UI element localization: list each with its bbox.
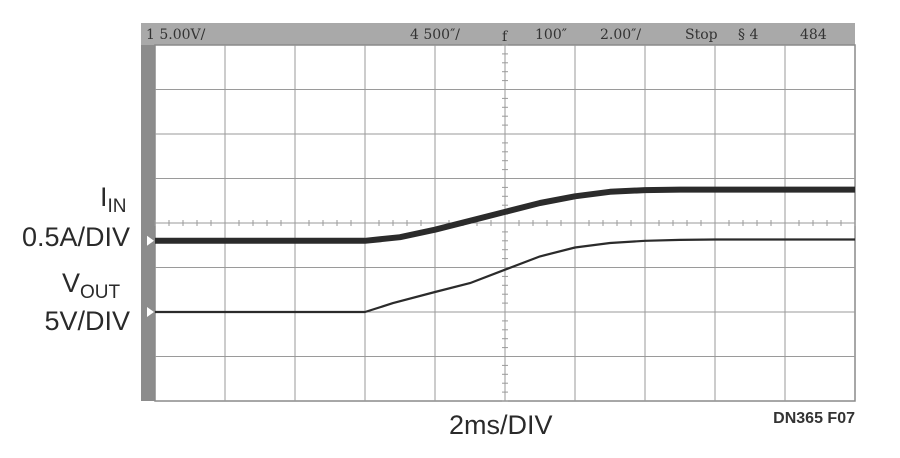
vout-label-subscript: OUT [80,282,121,303]
iin-label-main: I [100,182,108,212]
trigger-position-icon: f [502,29,509,45]
timebase-readout: 2.00″/ [600,27,641,43]
iin-scale-label: 0.5A/DIV [21,222,130,252]
ch1-scale-readout: 1 5.00V/ [146,27,206,43]
vout-channel-label: VOUT [62,268,120,308]
vout-scale-label: 5V/DIV [44,306,130,336]
run-state-readout: Stop [685,27,718,43]
ground-marker-icon [147,307,154,317]
iin-channel-label: IIN [100,182,127,222]
status-bar-readouts: 1 5.00V/ 4 500″/ f 100″ 2.00″/ Stop § 4 … [146,27,827,45]
time-scale-label: 2ms/DIV [449,410,553,440]
ch4-scale-readout: 4 500″/ [410,27,460,43]
channel-ground-markers [147,235,154,317]
trigger-level-readout: 484 [800,27,827,43]
ground-marker-icon [147,235,154,246]
screen-left-bezel [141,23,155,401]
sample-rate-readout: 100″ [535,27,567,43]
screen-status-bar [141,23,855,45]
figure-code-label: DN365 F07 [773,410,855,427]
trigger-source-readout: § 4 [738,27,758,43]
graticule-center-ticks [154,44,856,402]
iin-label-subscript: IN [107,196,127,217]
waveform-traces [155,186,855,314]
vout-label-main: V [62,268,81,298]
trace-i-in [155,186,855,244]
trace-v-out [155,238,855,314]
